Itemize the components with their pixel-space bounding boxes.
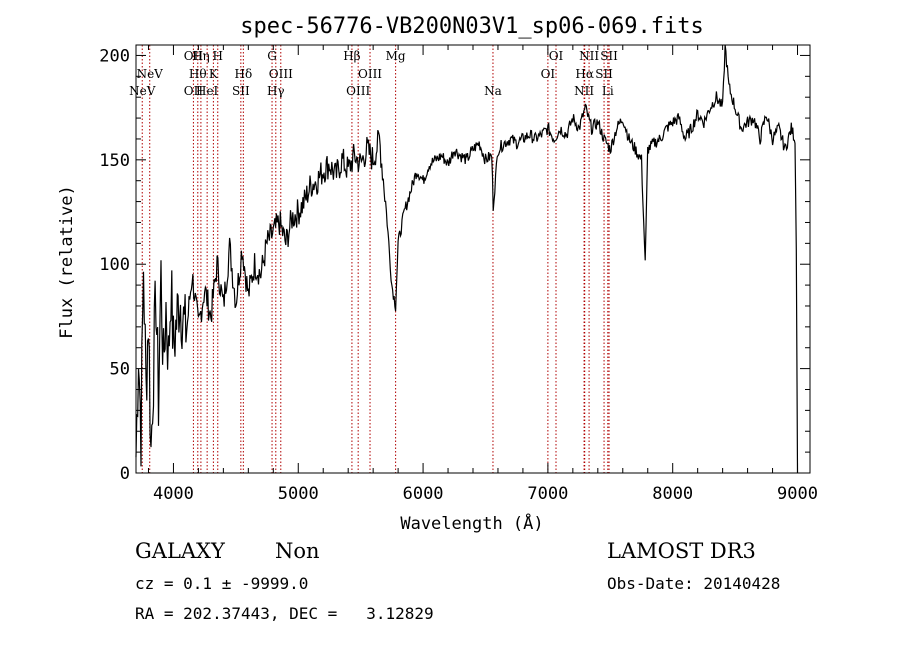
y-tick-label: 150	[99, 151, 130, 171]
spectral-line-label: OI	[541, 67, 556, 81]
x-tick-label: 5000	[278, 484, 319, 504]
spectral-line-markers	[141, 45, 610, 473]
x-axis-label: Wavelength (Å)	[400, 512, 543, 534]
spectral-line-label: Hγ	[267, 84, 285, 98]
spectral-line-label: OIII	[358, 67, 382, 81]
spectral-line-label: OIII	[346, 84, 370, 98]
y-tick-label: 50	[110, 360, 130, 380]
spectral-line-label: Hθ	[189, 67, 207, 81]
chart-title: spec-56776-VB200N03V1_sp06-069.fits	[240, 14, 704, 39]
axis-ticks: 4000 5000 6000 7000 8000 9000 0 50 100 150 200	[99, 45, 818, 504]
spectral-line-label: K	[209, 67, 219, 81]
spectral-line-label: Hη	[192, 49, 210, 63]
spectral-line-label: SII	[232, 84, 250, 98]
x-tick-label: 6000	[403, 484, 444, 504]
spectral-line-label: OI	[549, 49, 564, 63]
spectral-line-label: Li	[602, 84, 614, 98]
x-tick-label: 7000	[527, 484, 568, 504]
spectral-line-label: Hδ	[234, 67, 252, 81]
redshift-line: cz = 0.1 ± -9999.0	[135, 574, 309, 593]
spectral-line-label: OII	[184, 84, 204, 98]
spectral-line-label: Hβ	[343, 49, 360, 63]
spectral-line-label: SII	[595, 67, 613, 81]
y-tick-label: 100	[99, 255, 130, 275]
spectral-line-label: NII	[579, 49, 599, 63]
spectrum-line	[135, 44, 799, 474]
y-tick-label: 0	[120, 464, 130, 484]
survey-label: LAMOST DR3	[607, 539, 756, 563]
spectral-line-label: Hα	[575, 67, 594, 81]
spectral-line-label: SII	[600, 49, 618, 63]
y-axis-label: Flux (relative)	[57, 185, 77, 339]
class-label: GALAXY	[135, 539, 225, 563]
spectral-line-label: NeV	[137, 67, 164, 81]
spectral-line-label: NeV	[129, 84, 156, 98]
spectral-line-label: OII	[184, 49, 204, 63]
obs-date: Obs-Date: 20140428	[607, 574, 781, 593]
radec-line: RA = 202.37443, DEC = 3.12829	[135, 604, 434, 623]
spectral-line-label: H	[213, 49, 223, 63]
y-tick-label: 200	[99, 46, 130, 66]
spectral-line-label: NII	[574, 84, 594, 98]
x-tick-label: 9000	[777, 484, 818, 504]
x-tick-label: 4000	[153, 484, 194, 504]
x-tick-label: 8000	[652, 484, 693, 504]
subclass-label: Non	[275, 539, 320, 563]
spectral-line-label: Mg	[386, 49, 406, 63]
spectral-line-label: HeI	[196, 84, 219, 98]
plot-frame	[135, 44, 811, 474]
spectral-line-label: G	[267, 49, 277, 63]
spectral-line-label: OIII	[269, 67, 293, 81]
spectral-line-label: Na	[484, 84, 502, 98]
